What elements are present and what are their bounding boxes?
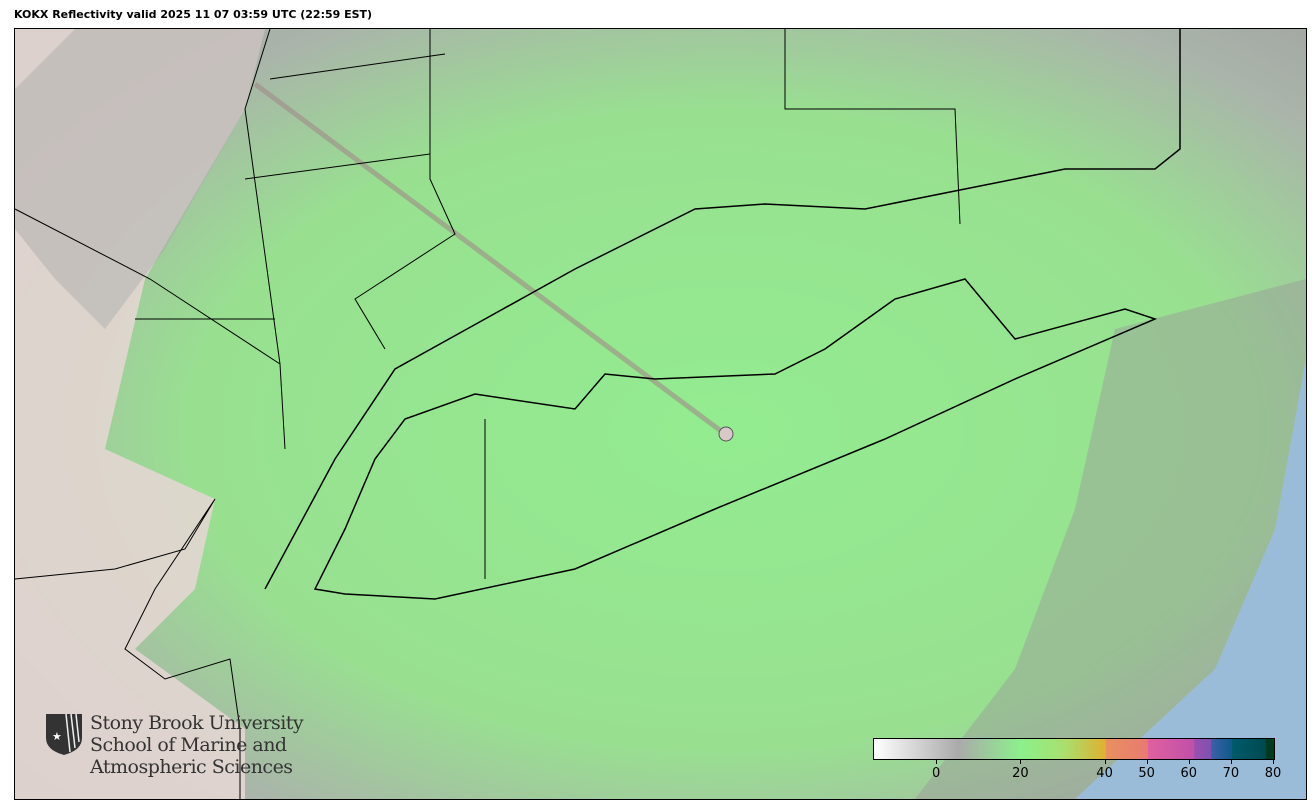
logo-line: Stony Brook University — [90, 712, 304, 734]
sbu-somas-logo: ★ Stony Brook University School of Marin… — [44, 712, 304, 778]
colorbar-tick-label: 20 — [1012, 766, 1029, 781]
colorbar-tick — [1104, 759, 1106, 764]
long-island-outline — [313, 278, 1158, 600]
colorbar-tick-label: 80 — [1264, 766, 1282, 781]
colorbar-tick — [936, 759, 938, 764]
colorbar-tick — [1146, 759, 1148, 764]
colorbar-tick — [1020, 759, 1022, 764]
reflectivity-field — [15, 29, 1306, 799]
radar-site — [718, 426, 734, 442]
clutter-east — [915, 279, 1306, 799]
shield-logo-icon: ★ — [46, 713, 82, 755]
logo-line: Atmospheric Sciences — [90, 756, 293, 778]
colorbar-tick-label: 70 — [1222, 766, 1240, 781]
state-boundaries — [15, 29, 961, 579]
map-title: KOKX Reflectivity valid 2025 11 07 03:59… — [14, 8, 373, 21]
colorbar-tick — [1230, 759, 1232, 764]
colorbar-tick-label: 0 — [932, 766, 941, 781]
colorbar-tick-label: 50 — [1138, 766, 1155, 781]
logo-line: School of Marine and — [90, 734, 287, 756]
nj-coast — [15, 498, 241, 799]
radar-beam — [253, 81, 727, 437]
colorbar-tick-label: 60 — [1180, 766, 1198, 781]
map-layers — [15, 29, 1306, 799]
land-west — [15, 29, 265, 799]
svg-text:★: ★ — [52, 730, 62, 743]
ct-coastline — [264, 29, 1181, 590]
colorbar-tick — [1273, 759, 1274, 764]
radar-map[interactable] — [14, 28, 1307, 800]
clutter-west — [15, 29, 265, 329]
ocean-east — [1075, 359, 1306, 799]
colorbar-tick-label: 40 — [1096, 766, 1113, 781]
colorbar — [873, 738, 1275, 760]
colorbar-tick — [1188, 759, 1190, 764]
